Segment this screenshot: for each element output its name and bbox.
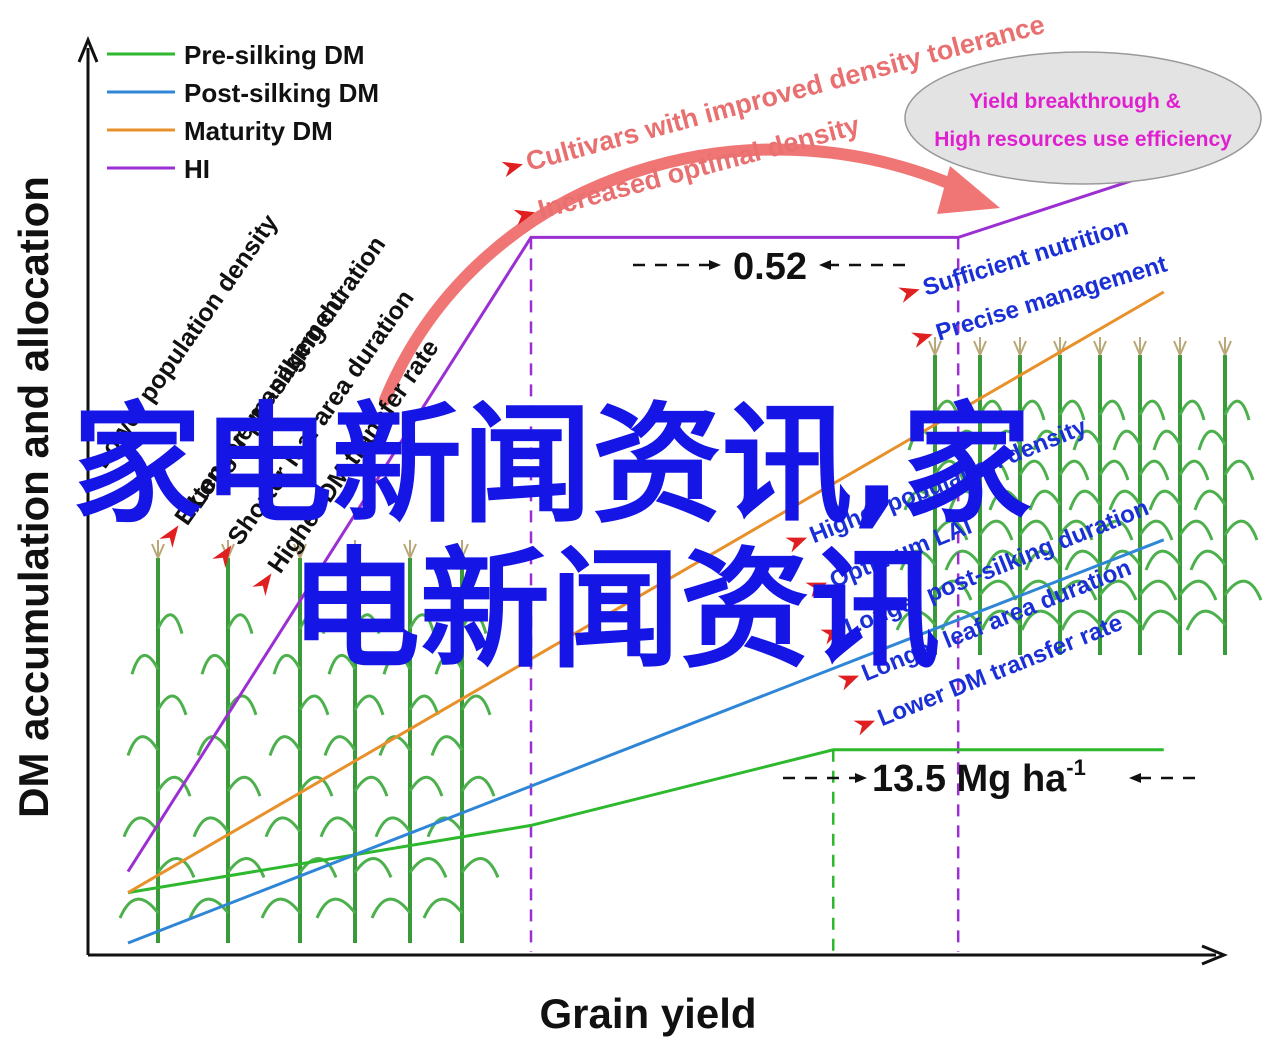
curved-arrow: [379, 143, 981, 406]
watermark-line-1: 家电新闻资讯,家: [72, 389, 1032, 541]
curved-arrow-head: [937, 166, 1000, 214]
corn-plant: [1185, 337, 1263, 655]
x-axis-arrowhead: [1201, 944, 1228, 966]
ellipse-line-2: High resources use efficiency: [934, 128, 1232, 151]
legend-label: Pre-silking DM: [184, 40, 365, 70]
legend-label: Post-silking DM: [184, 78, 379, 108]
corn-plants-left: [118, 540, 500, 943]
hi-gap-value: 0.52: [733, 246, 807, 288]
corn-plant: [118, 540, 196, 943]
hi-gap-indicator: 0.52: [633, 246, 905, 288]
reference-lines: [529, 237, 960, 952]
red-pointer-icon: [159, 525, 179, 549]
dm-gap-value: 13.5 Mg ha-1: [872, 755, 1086, 800]
red-pointer-icon: [805, 582, 828, 598]
red-pointer-icon: [837, 675, 860, 691]
corn-plants-right: [895, 337, 1263, 655]
red-pointer-icon: [501, 161, 523, 178]
corn-plant: [370, 540, 448, 943]
red-pointer-icon: [785, 537, 808, 553]
dm-gap-indicator: 13.5 Mg ha-1: [783, 755, 1195, 800]
red-pointer-icon: [513, 209, 535, 226]
y-axis-title: DM accumulation and allocation: [10, 176, 57, 818]
corn-plant: [980, 337, 1058, 655]
corn-plant: [260, 540, 338, 943]
red-pointer-icon: [820, 629, 843, 645]
series-line: [127, 290, 1165, 894]
red-pointer-icon: [212, 545, 232, 569]
ellipse-line-1: Yield breakthrough &: [969, 90, 1181, 113]
corn-plant: [422, 540, 500, 943]
corn-plant: [1140, 337, 1218, 655]
red-pointer-icon: [898, 287, 920, 303]
corn-plant: [315, 540, 393, 943]
series-line: [127, 748, 1164, 895]
red-pointer-icon: [911, 332, 933, 348]
yield-ellipse: [904, 51, 1262, 185]
y-axis-arrowhead: [77, 36, 99, 63]
corn-plant: [895, 337, 973, 655]
x-axis-title: Grain yield: [539, 990, 756, 1037]
corn-plant: [1100, 337, 1178, 655]
watermark-line-2: 电新闻资讯: [290, 534, 941, 686]
legend-label: HI: [184, 154, 210, 184]
legend-label: Maturity DM: [184, 116, 333, 146]
legend: Pre-silking DM Post-silking DM Maturity DM…: [107, 40, 379, 184]
corn-plant: [940, 337, 1018, 655]
dm-gap-value-main: 13.5 Mg ha: [872, 758, 1067, 800]
red-pointer-icon: [853, 720, 876, 736]
red-pointer-icon: [252, 573, 272, 597]
dm-gap-value-superscript: -1: [1066, 755, 1086, 780]
corn-plant: [1060, 337, 1138, 655]
corn-plant: [188, 540, 266, 943]
series-line: [127, 538, 1165, 945]
series-line: [126, 168, 1165, 873]
series-lines: [126, 168, 1165, 945]
